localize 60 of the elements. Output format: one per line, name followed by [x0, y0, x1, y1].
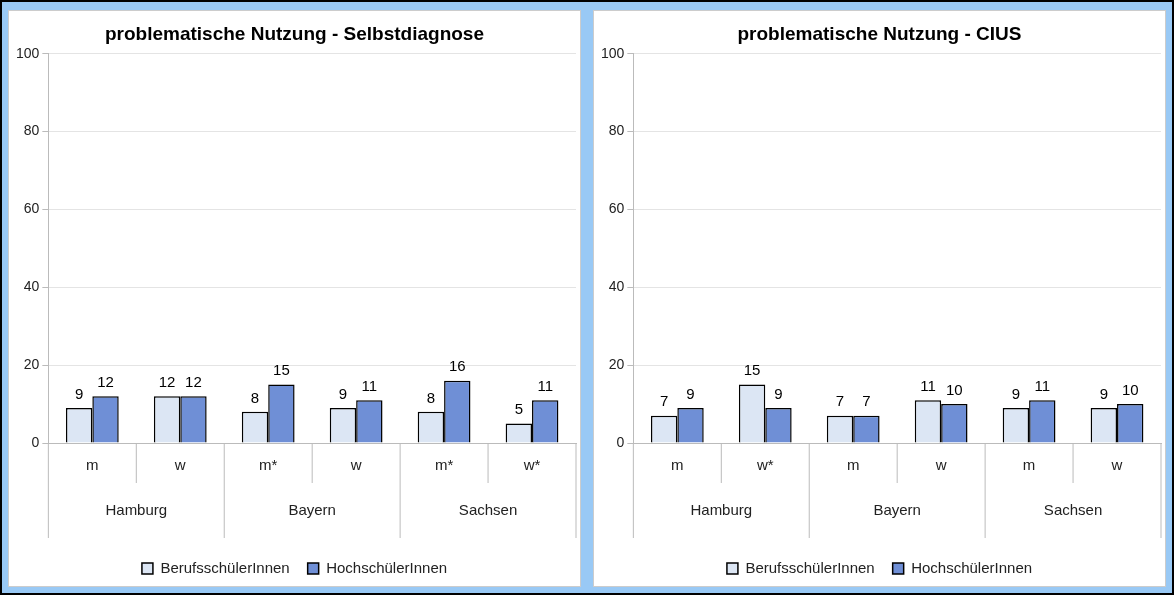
- y-tick-label: 60: [608, 200, 625, 217]
- x-tick-label: m: [1022, 456, 1036, 474]
- legend-label: BerufsschülerInnen: [160, 558, 290, 576]
- data-label: 11: [920, 376, 936, 394]
- data-label: 9: [686, 384, 695, 402]
- data-label: 9: [338, 384, 348, 402]
- y-tick-label: 100: [16, 44, 40, 61]
- data-label: 9: [74, 384, 84, 402]
- chart-title: problematische Nutzung - CIUS: [737, 22, 1022, 44]
- x-tick-label: w: [349, 456, 362, 474]
- y-tick-label: 100: [601, 44, 625, 61]
- data-label: 12: [185, 372, 202, 390]
- chart-title: problematische Nutzung - Selbstdiagnose: [105, 22, 484, 44]
- x-tick-label: m: [671, 456, 684, 474]
- y-tick-label: 60: [23, 200, 40, 217]
- text: Bayern: [873, 501, 921, 519]
- data-label: 8: [426, 388, 436, 406]
- legend-label: HochschülerInnen: [911, 558, 1033, 576]
- x-tick-label: w: [934, 456, 947, 474]
- y-tick-label: 20: [23, 356, 40, 373]
- data-label: 15: [273, 361, 290, 379]
- y-tick-label: 20: [608, 356, 625, 373]
- data-label: 9: [774, 384, 783, 402]
- data-label: 15: [743, 361, 761, 379]
- data-label: 9: [1099, 384, 1109, 402]
- data-label: 8: [250, 388, 260, 406]
- x-tick-label: m: [86, 456, 99, 474]
- y-tick-label: 80: [608, 122, 625, 139]
- y-tick-label: 80: [23, 122, 40, 139]
- text: Sachsen: [458, 501, 518, 519]
- legend-label: HochschülerInnen: [326, 558, 448, 576]
- y-tick-label: 40: [608, 278, 625, 295]
- x-tick-label: w: [1110, 456, 1123, 474]
- data-label: 7: [835, 392, 845, 410]
- y-tick-label: 40: [23, 278, 40, 295]
- text: Hamburg: [690, 501, 753, 519]
- data-label: 16: [448, 357, 466, 375]
- text: Hamburg: [105, 501, 168, 519]
- x-tick-label: m*: [434, 456, 454, 474]
- data-label: 10: [946, 380, 963, 398]
- x-tick-label: m*: [259, 456, 278, 474]
- data-label: 11: [537, 376, 554, 394]
- data-label: 7: [862, 392, 871, 410]
- x-tick-label: w: [173, 456, 186, 474]
- data-label: 5: [514, 400, 524, 418]
- text: Bayern: [288, 501, 336, 519]
- x-tick-label: m: [846, 456, 860, 474]
- data-label: 11: [361, 376, 378, 394]
- data-label: 11: [1034, 376, 1051, 394]
- text: Sachsen: [1043, 501, 1103, 519]
- data-label: 10: [1121, 380, 1139, 398]
- data-label: 12: [97, 372, 114, 390]
- data-label: 7: [659, 392, 669, 410]
- x-tick-label: w*: [755, 456, 774, 474]
- legend-label: BerufsschülerInnen: [745, 558, 875, 576]
- y-tick-label: 0: [616, 433, 625, 450]
- y-tick-label: 0: [31, 433, 40, 450]
- x-tick-label: w*: [522, 456, 541, 474]
- data-label: 12: [158, 372, 176, 390]
- data-label: 9: [1011, 384, 1021, 402]
